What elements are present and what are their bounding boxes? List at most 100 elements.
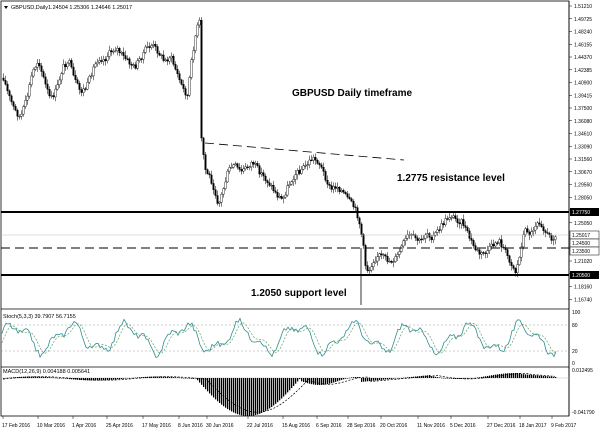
macd-bar bbox=[453, 378, 455, 379]
macd-bar bbox=[289, 378, 291, 391]
macd-bar bbox=[193, 378, 195, 379]
candle-body bbox=[328, 183, 331, 186]
candle-body bbox=[554, 236, 557, 240]
macd-bar bbox=[211, 378, 213, 396]
time-tick-label: 17 May 2016 bbox=[142, 423, 171, 429]
candle-body bbox=[236, 163, 239, 168]
candle-body bbox=[470, 238, 473, 241]
candle-body bbox=[168, 57, 171, 62]
macd-bar bbox=[325, 378, 327, 385]
candle-body bbox=[542, 226, 545, 231]
macd-bar bbox=[107, 378, 109, 381]
candle-body bbox=[534, 226, 537, 231]
macd-bar bbox=[31, 376, 33, 378]
price-tick-label: 1.18160 bbox=[574, 285, 592, 291]
candle-body bbox=[232, 164, 235, 168]
descending-trendline[interactable] bbox=[204, 142, 405, 161]
candle-body bbox=[306, 164, 309, 166]
macd-bar bbox=[489, 375, 491, 378]
macd-bar bbox=[531, 374, 533, 378]
macd-bar bbox=[507, 373, 509, 378]
candle-body bbox=[224, 181, 227, 189]
candle-body bbox=[490, 243, 493, 247]
candle-body bbox=[278, 196, 281, 198]
macd-bar bbox=[351, 377, 353, 378]
candle-body bbox=[446, 218, 449, 220]
price-tick-label: 1.16740 bbox=[574, 297, 592, 303]
macd-bar bbox=[23, 376, 25, 378]
candle-body bbox=[382, 254, 385, 256]
macd-bar bbox=[139, 377, 141, 378]
candle-body bbox=[358, 217, 361, 225]
candle-body bbox=[264, 175, 267, 181]
macd-bar bbox=[115, 378, 117, 380]
candle-body bbox=[180, 79, 183, 85]
macd-bar bbox=[343, 378, 345, 380]
candle-body bbox=[506, 249, 509, 257]
macd-bar bbox=[51, 377, 53, 378]
macd-bar bbox=[377, 378, 379, 381]
candle-body bbox=[380, 253, 383, 256]
price-tick-label: 1.46155 bbox=[574, 42, 592, 48]
macd-bar bbox=[227, 378, 229, 410]
macd-bar bbox=[497, 374, 499, 378]
candle-body bbox=[90, 75, 93, 77]
macd-bar bbox=[277, 378, 279, 403]
candle-body bbox=[424, 234, 427, 239]
macd-bar bbox=[223, 378, 225, 407]
candle-body bbox=[468, 230, 471, 239]
macd-bar bbox=[473, 378, 475, 379]
candle-body bbox=[170, 55, 173, 59]
candle-body bbox=[166, 59, 169, 62]
candle-body bbox=[44, 76, 47, 85]
macd-bar bbox=[553, 376, 555, 378]
candle-body bbox=[92, 66, 95, 77]
macd-bar bbox=[55, 377, 57, 379]
macd-bar bbox=[411, 376, 413, 378]
candle-body bbox=[508, 255, 511, 263]
stoch-label: Stoch(5,3,3) 39.7907 56.7155 bbox=[3, 314, 76, 320]
macd-bar bbox=[381, 378, 383, 380]
resistance-badge: 1.27750 bbox=[570, 208, 599, 216]
candle-body bbox=[510, 262, 513, 266]
candle-body bbox=[322, 167, 325, 172]
triangle-down-icon[interactable] bbox=[4, 6, 8, 9]
macd-bar bbox=[69, 378, 71, 380]
candle-body bbox=[256, 163, 259, 166]
candle-body bbox=[520, 246, 523, 258]
time-axis: 17 Feb 2016 10 Mar 2016 1 Apr 2016 25 Apr 2… bbox=[2, 416, 577, 429]
macd-bar bbox=[265, 378, 267, 411]
macd-bar bbox=[133, 377, 135, 379]
candle-body bbox=[454, 215, 457, 219]
time-tick-label: 6 Sep 2016 bbox=[316, 423, 342, 429]
macd-bar bbox=[225, 378, 227, 408]
candle-body bbox=[372, 262, 375, 267]
price-tick-label: 1.44370 bbox=[574, 55, 592, 61]
macd-bar bbox=[323, 378, 325, 385]
price-tick-label: 1.36080 bbox=[574, 119, 592, 125]
candle-body bbox=[142, 52, 145, 60]
candle-body bbox=[158, 53, 161, 56]
time-tick-label: 8 Jun 2016 bbox=[178, 423, 203, 429]
macd-bar bbox=[155, 376, 157, 378]
candle-body bbox=[282, 197, 285, 199]
candle-body bbox=[414, 234, 417, 239]
candle-body bbox=[88, 75, 91, 83]
macd-bar bbox=[487, 375, 489, 378]
candle-body bbox=[314, 157, 317, 161]
price-tick-label: 1.51210 bbox=[574, 4, 592, 10]
macd-bar bbox=[367, 378, 369, 382]
macd-bar bbox=[467, 378, 469, 379]
macd-bar bbox=[315, 378, 317, 385]
macd-bar bbox=[239, 378, 241, 415]
candle-body bbox=[114, 50, 117, 52]
candle-body bbox=[340, 190, 343, 192]
candle-body bbox=[304, 165, 307, 167]
candle-body bbox=[164, 59, 167, 61]
macd-bar bbox=[131, 377, 133, 379]
macd-bar bbox=[281, 378, 283, 399]
candle-body bbox=[292, 179, 295, 182]
candle-body bbox=[260, 172, 263, 175]
